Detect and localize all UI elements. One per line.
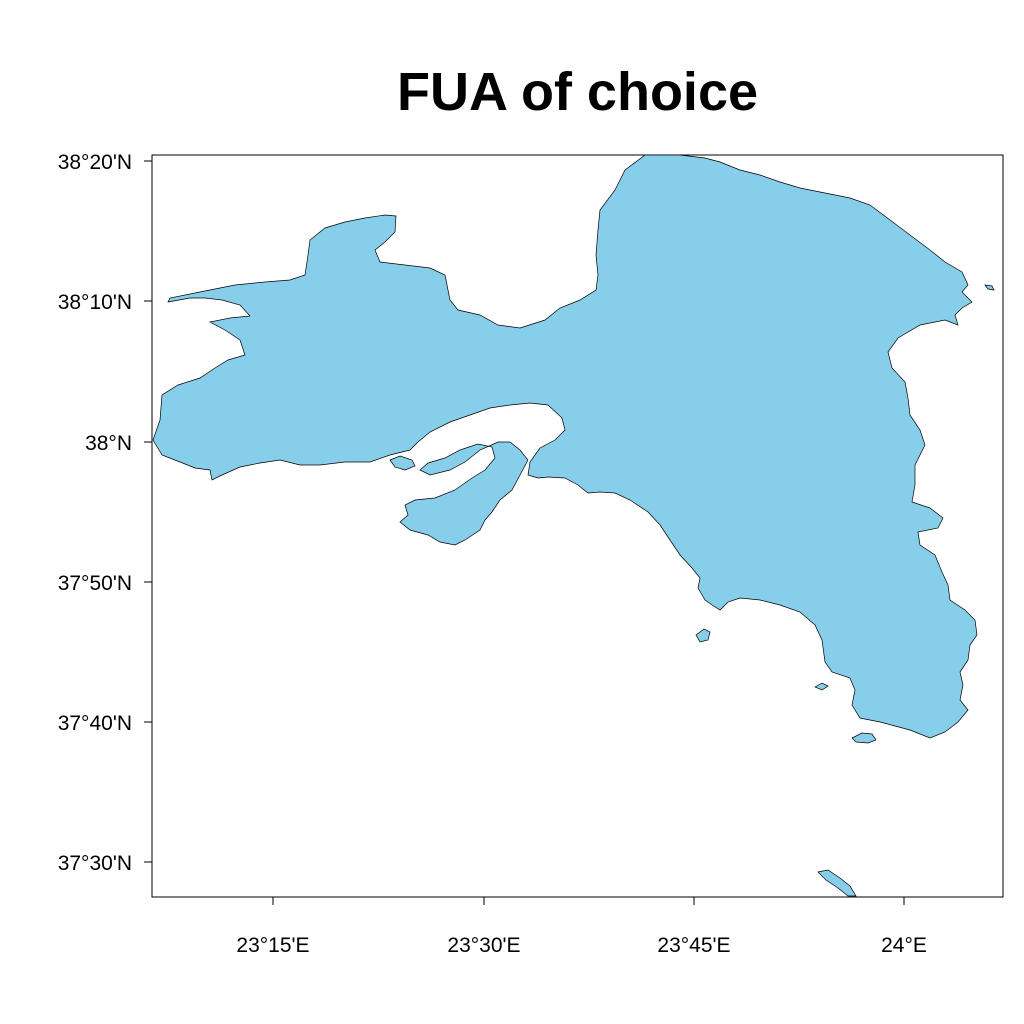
lat-ticks: 38°20'N 38°10'N 38°N 37°50'N 37°40'N 37°… bbox=[58, 151, 152, 875]
lat-tick-label: 37°40'N bbox=[58, 712, 132, 735]
lon-ticks: 23°15'E 23°30'E 23°45'E 24°E bbox=[236, 897, 927, 957]
lon-tick-label: 23°30'E bbox=[447, 934, 520, 957]
makronisos-island-tip bbox=[817, 869, 857, 897]
plot-frame bbox=[151, 154, 1004, 898]
small-islet-cape bbox=[851, 732, 877, 744]
lat-tick-label: 37°50'N bbox=[58, 572, 132, 595]
salamis-island bbox=[399, 441, 529, 546]
lon-tick-label: 24°E bbox=[881, 934, 927, 957]
small-islet-coast bbox=[814, 682, 829, 691]
map-title: FUA of choice bbox=[396, 62, 759, 122]
mainland-attica bbox=[152, 154, 978, 739]
lat-tick-label: 38°20'N bbox=[58, 151, 132, 174]
lat-tick-label: 38°N bbox=[85, 432, 132, 455]
small-islet-south bbox=[695, 628, 711, 643]
lat-tick-label: 37°30'N bbox=[58, 852, 132, 875]
lon-tick-label: 23°15'E bbox=[236, 934, 309, 957]
land-group bbox=[152, 154, 995, 897]
lon-tick-label: 23°45'E bbox=[657, 934, 730, 957]
small-islet-west bbox=[389, 455, 416, 471]
small-islet-east bbox=[984, 284, 995, 291]
lat-tick-label: 38°10'N bbox=[58, 291, 132, 314]
